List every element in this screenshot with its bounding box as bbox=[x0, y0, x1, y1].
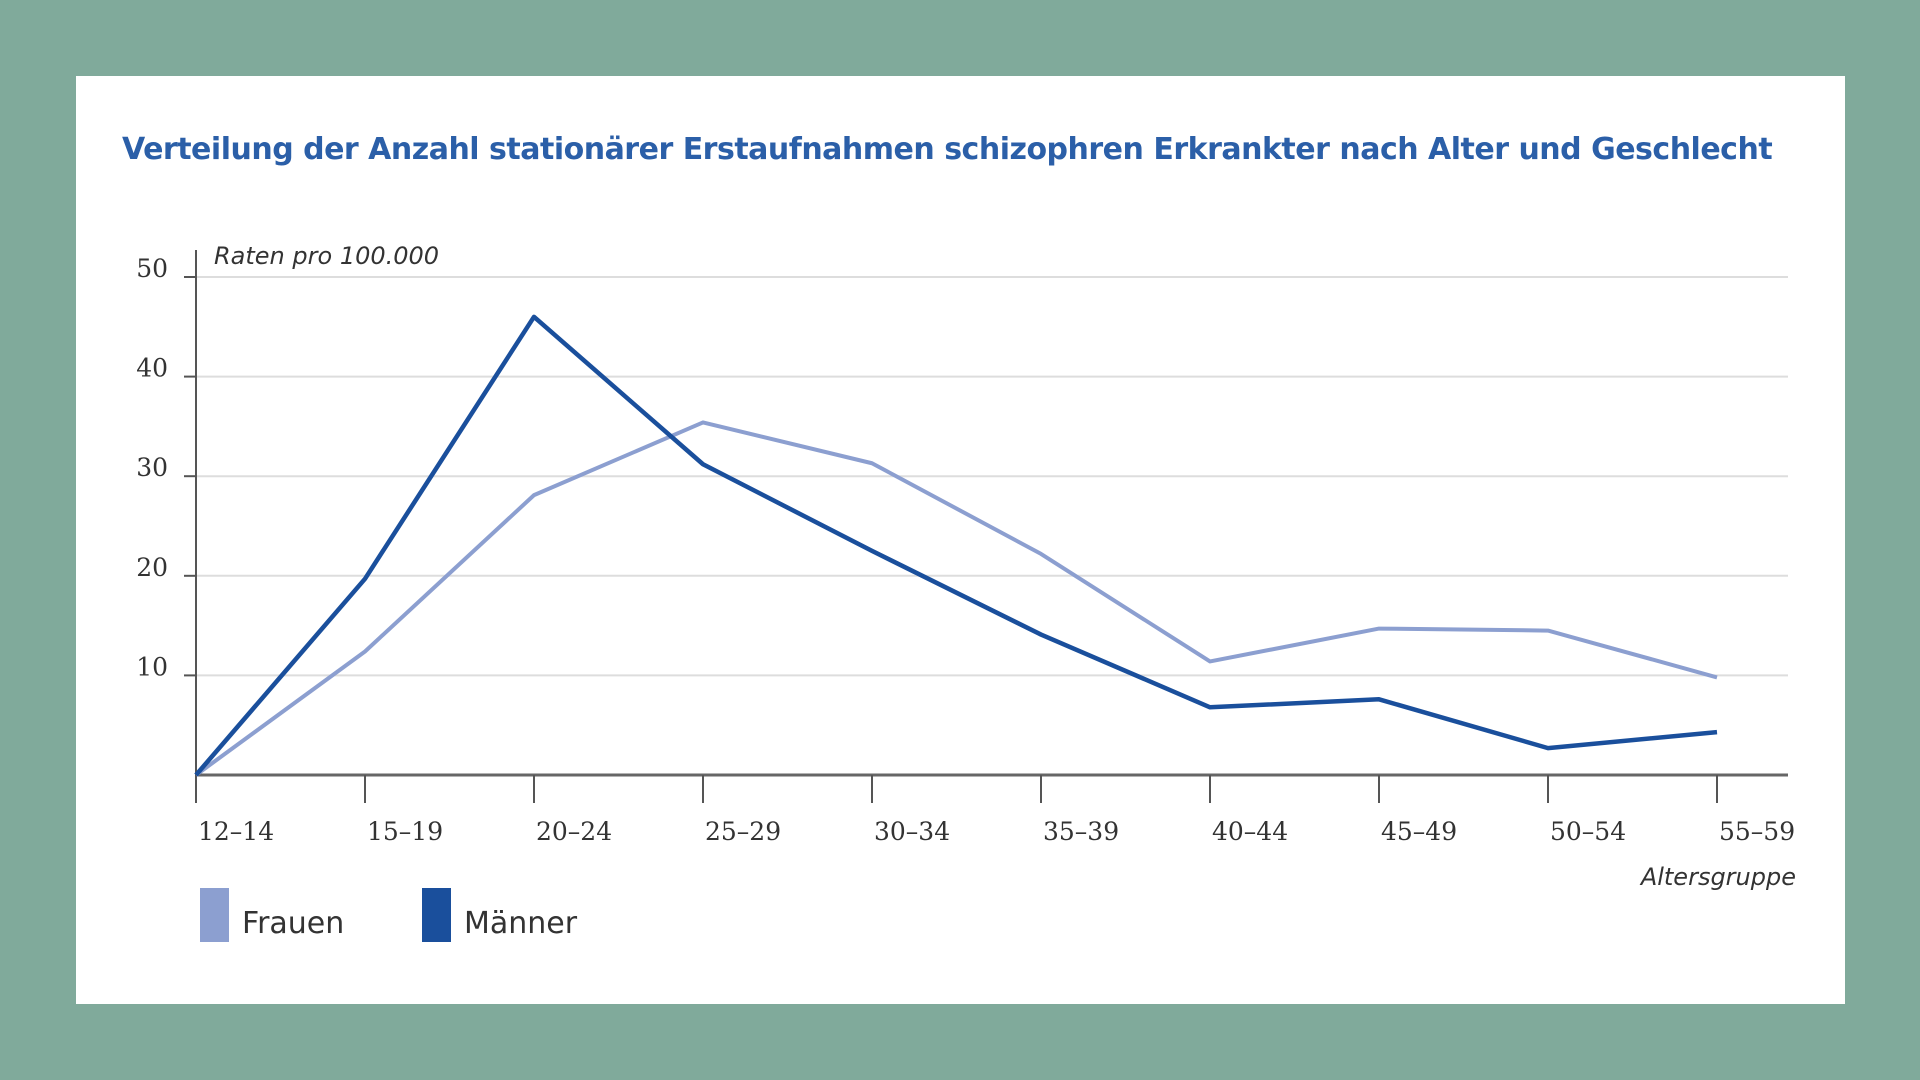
x-tick-label: 50–54 bbox=[1550, 817, 1626, 846]
y-axis-label: Raten pro 100.000 bbox=[214, 242, 439, 270]
x-tick-label: 45–49 bbox=[1381, 817, 1457, 846]
legend-swatch-frauen bbox=[200, 888, 229, 942]
x-tick-label: 55–59 bbox=[1719, 817, 1795, 846]
x-tick-label: 30–34 bbox=[874, 817, 950, 846]
x-tick-label: 35–39 bbox=[1043, 817, 1119, 846]
legend-swatch-männer bbox=[422, 888, 451, 942]
series-line-frauen bbox=[194, 420, 1718, 777]
x-tick-label: 20–24 bbox=[536, 817, 612, 846]
y-tick-label: 50 bbox=[136, 254, 168, 283]
y-tick-label: 20 bbox=[136, 553, 168, 582]
x-axis-label: Altersgruppe bbox=[1639, 863, 1796, 891]
x-tick-label: 40–44 bbox=[1212, 817, 1288, 846]
x-tick-label: 12–14 bbox=[198, 817, 274, 846]
x-tick-label: 25–29 bbox=[705, 817, 781, 846]
x-tick-label: 15–19 bbox=[367, 817, 443, 846]
series-line-männer bbox=[194, 314, 1718, 777]
chart-title: Verteilung der Anzahl stationärer Erstau… bbox=[122, 132, 1773, 167]
legend-label-frauen: Frauen bbox=[242, 906, 344, 941]
y-tick-label: 30 bbox=[136, 453, 168, 482]
y-tick-label: 40 bbox=[136, 354, 168, 383]
y-tick-label: 10 bbox=[136, 652, 168, 681]
chart-card bbox=[76, 76, 1845, 1004]
legend-label-männer: Männer bbox=[464, 906, 578, 941]
